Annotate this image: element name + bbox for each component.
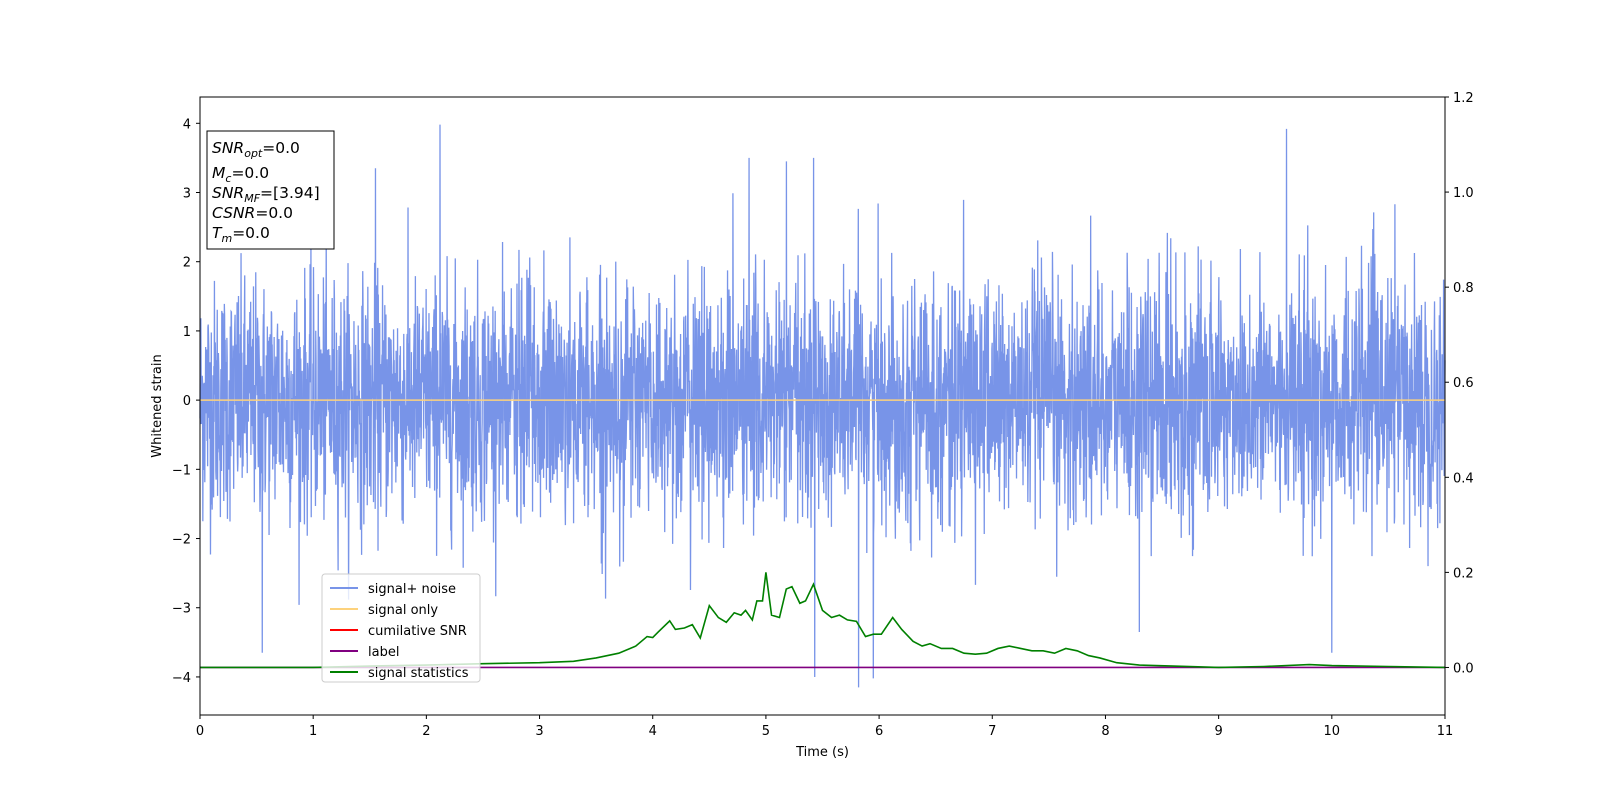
y-axis-label: Whitened strain <box>150 354 165 457</box>
x-tick-label: 9 <box>1214 724 1222 739</box>
legend-label-label: label <box>368 645 399 660</box>
y-tick-label: 0 <box>183 394 191 409</box>
x-tick-label: 11 <box>1437 724 1454 739</box>
y2-tick-label: 0.6 <box>1453 376 1474 391</box>
series-line-signal-statistics <box>200 572 1446 669</box>
legend-label-signal-noise: signal+ noise <box>368 582 456 597</box>
x-tick-label: 5 <box>762 724 770 739</box>
x-tick-label: 3 <box>535 724 543 739</box>
y2-tick-label: 0.0 <box>1453 661 1474 676</box>
x-tick-label: 8 <box>1101 724 1109 739</box>
y-tick-label: 2 <box>183 256 191 271</box>
x-tick-label: 6 <box>875 724 883 739</box>
x-tick-label: 1 <box>309 724 317 739</box>
y2-tick-label: 1.0 <box>1453 186 1474 201</box>
y-tick-label: −3 <box>172 602 191 617</box>
x-tick-label: 2 <box>422 724 430 739</box>
y-tick-label: 3 <box>183 187 191 202</box>
y2-tick-label: 1.2 <box>1453 91 1474 106</box>
legend: signal+ noise signal only cumilative SNR la… <box>321 573 481 683</box>
info-mc: Mc=0.0 <box>212 164 269 185</box>
y2-tick-label: 0.2 <box>1453 566 1474 581</box>
x-tick-label: 4 <box>649 724 657 739</box>
plot-frame <box>199 96 1446 716</box>
legend-label-signal-only: signal only <box>368 603 438 618</box>
x-axis-label: Time (s) <box>795 745 849 760</box>
info-csnr: CSNR=0.0 <box>212 204 293 222</box>
y-tick-label: 1 <box>183 325 191 340</box>
info-snr-opt: SNRopt=0.0 <box>212 139 300 160</box>
y-tick-label: −2 <box>172 533 191 548</box>
y-tick-label: −4 <box>172 671 191 686</box>
info-box: SNRopt=0.0 Mc=0.0 SNRMF=[3.94] CSNR=0.0 … <box>206 130 335 250</box>
y2-tick-label: 0.8 <box>1453 281 1474 296</box>
x-tick-label: 7 <box>988 724 996 739</box>
x-tick-label: 10 <box>1324 724 1341 739</box>
info-tm: Tm=0.0 <box>212 224 270 245</box>
y-tick-label: 4 <box>183 117 191 132</box>
info-snr-mf: SNRMF=[3.94] <box>212 184 320 205</box>
y2-tick-label: 0.4 <box>1453 471 1474 486</box>
y-tick-label: −1 <box>172 463 191 478</box>
legend-label-signal-statistics: signal statistics <box>368 666 469 681</box>
x-tick-label: 0 <box>196 724 204 739</box>
legend-label-cumilative-snr: cumilative SNR <box>368 624 467 639</box>
axes-layer: 0 1 2 3 4 5 6 7 8 9 10 1143210−1−2−3−41.21.00.80.60… <box>150 91 1474 760</box>
